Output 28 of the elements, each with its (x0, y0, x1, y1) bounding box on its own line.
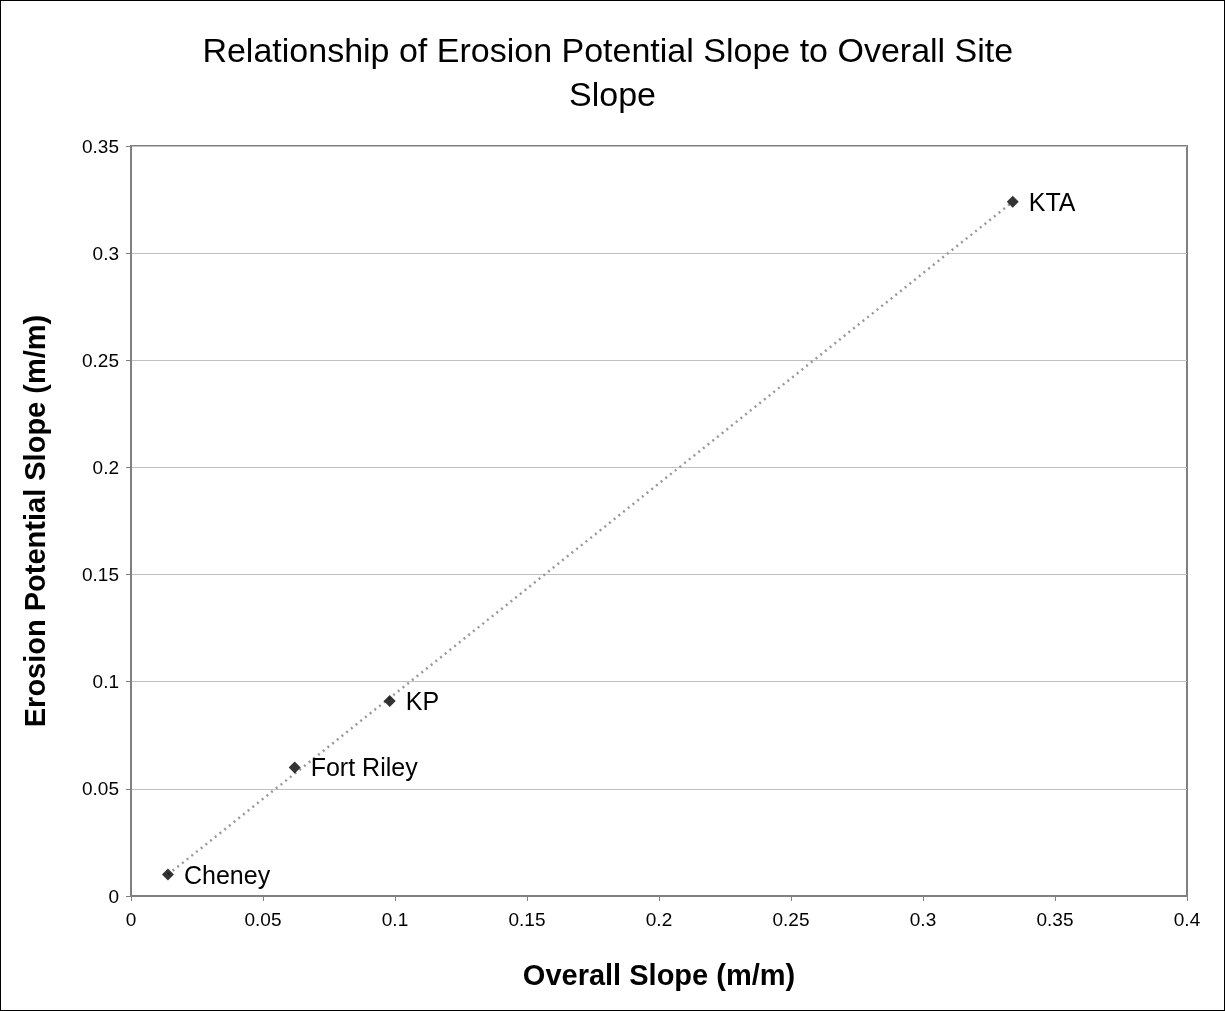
annotation: Cheney (183, 860, 271, 889)
annotation: KP (405, 687, 440, 715)
x-axis-title: Overall Slope (m/m) (522, 958, 796, 991)
y-tick-label: 0.05 (82, 778, 119, 800)
x-tick-label: 0.2 (645, 909, 673, 930)
y-axis-title: Erosion Potential Slope (m/m) (18, 314, 51, 728)
x-tick-label: 0.35 (1036, 909, 1074, 930)
y-tick-label: 0.25 (82, 349, 119, 371)
x-tick-label: 0.1 (381, 909, 409, 930)
y-tick-label: 0.1 (92, 671, 119, 693)
x-tick-label: 0.15 (508, 909, 546, 930)
y-tick-label: 0.15 (82, 564, 119, 586)
point (1006, 195, 1019, 208)
x-tick-label: 0.05 (244, 909, 282, 930)
x-tick-label: 0 (125, 909, 137, 930)
point (383, 695, 396, 707)
point (288, 761, 301, 774)
annotation: KTA (1028, 187, 1076, 216)
y-tick-label: 0 (108, 885, 119, 907)
y-tick-label: 0.2 (92, 456, 119, 478)
x-tick-label: 0.3 (909, 909, 937, 930)
annotation: Fort Riley (310, 753, 419, 782)
chart-title: Relationship of Erosion Potential Slope to Overall Site Slope (202, 31, 1023, 113)
x-tick-label: 0.25 (772, 909, 810, 930)
point (161, 868, 174, 881)
x-tick-label: 0.4 (1173, 909, 1201, 930)
y-tick-label: 0.3 (92, 242, 119, 264)
y-tick-label: 0.35 (82, 135, 119, 157)
